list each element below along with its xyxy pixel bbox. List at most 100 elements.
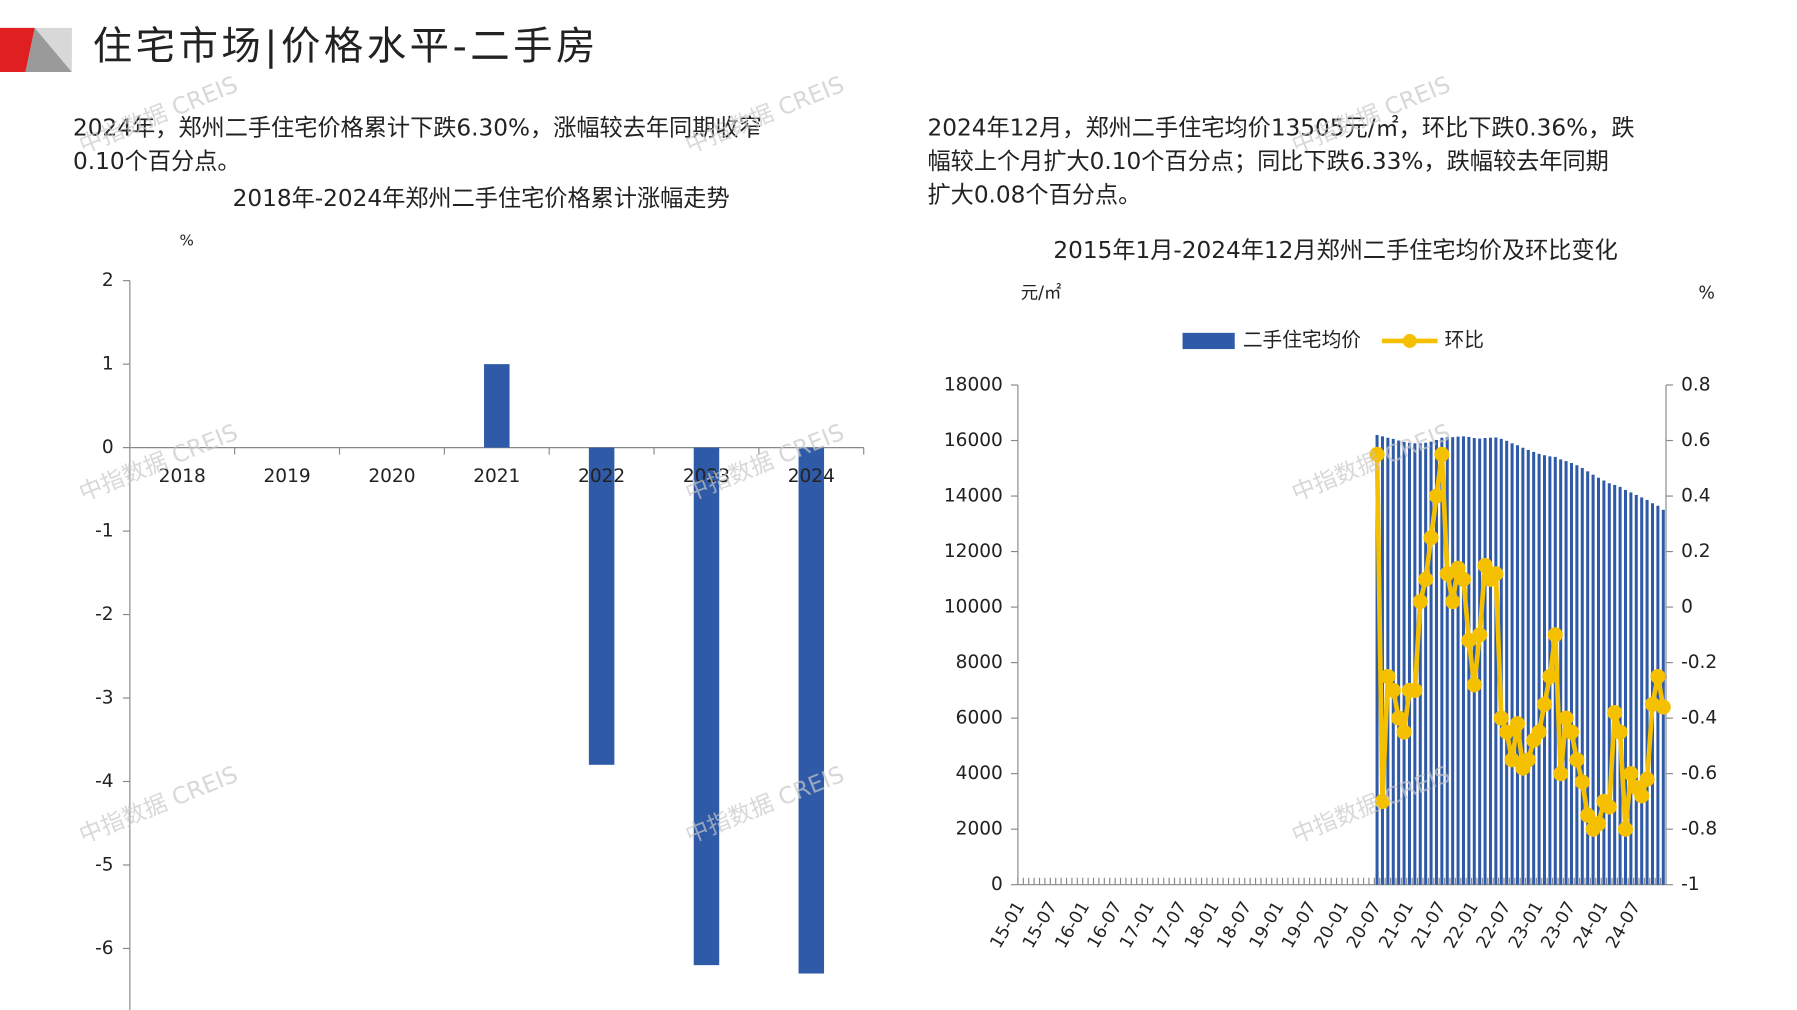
y-tick-label: -1 [95,521,113,542]
line-marker [1466,677,1482,693]
y2-tick-label: 0.6 [1681,430,1710,451]
line-marker [1418,571,1434,587]
bar [1569,463,1573,885]
bar [798,447,825,974]
line-marker [1563,724,1580,740]
watermark: 中指数据 CREIS [1288,761,1454,849]
header-deco [25,27,72,72]
line-marker [1428,488,1445,504]
bar [1397,440,1401,885]
bar [1483,438,1487,885]
y-tick-label: 6000 [956,708,1003,729]
y-tick-label: 1 [102,354,114,375]
y-tick-label: -6 [95,938,113,959]
line-marker [1569,752,1585,768]
bar [1634,494,1638,885]
line-marker [1547,627,1563,643]
bar [1640,497,1644,885]
x-tick-label: 2019 [264,466,311,487]
y2-tick-label: 0.2 [1681,541,1710,562]
y-tick-label: 16000 [944,430,1003,451]
bar [1559,459,1563,885]
bar [1451,437,1455,885]
line-marker [1590,816,1607,832]
bar [1575,465,1579,885]
y-tick-label: 4000 [956,763,1003,784]
line-marker [1477,557,1493,573]
bar [1505,440,1509,885]
x-tick-label: 2018 [159,466,206,487]
bar [1478,438,1482,885]
bar [1623,489,1627,885]
line-marker [1504,752,1520,768]
line-marker [1650,668,1666,685]
x-tick-label: 2022 [578,466,625,487]
bar [1596,477,1600,885]
bar [1586,471,1590,885]
line-marker [1423,530,1439,546]
summary-text: 2024年12月，郑州二手住宅均价13505元/㎡，环比下跌0.36%，跌 [927,114,1634,141]
bar [1386,437,1390,885]
y-tick-label: -5 [95,854,113,875]
line-marker [1531,724,1547,740]
axis-unit: % [1698,283,1715,303]
axis-unit: 元/㎡ [1021,283,1062,303]
watermark: 中指数据 CREIS [75,419,241,507]
line-marker [1574,774,1590,790]
bar [1521,447,1525,885]
summary-text: 0.10个百分点。 [73,148,240,175]
bar [1456,436,1460,885]
line-marker [1499,724,1515,740]
bar [588,447,615,765]
y-tick-label: 14000 [944,486,1003,507]
y2-tick-label: -1 [1681,874,1699,895]
summary-text: 幅较上个月扩大0.10个百分点；同比下跌6.33%，跌幅较去年同期 [927,148,1608,175]
x-tick-label: 2024 [788,466,835,487]
line-marker [1385,682,1401,698]
y2-tick-label: -0.6 [1681,763,1717,784]
bar [1564,461,1568,885]
y-tick-label: -2 [95,604,113,625]
bar [1375,434,1379,885]
y-tick-label: -3 [95,688,113,709]
bar [1467,436,1471,885]
legend-label: 环比 [1445,328,1484,351]
line-marker [1634,788,1650,804]
summary-text: 扩大0.08个百分点。 [927,182,1141,209]
legend-swatch [1182,332,1235,350]
bar [1607,483,1611,885]
bar [1461,436,1465,885]
axis-unit: % [179,232,193,250]
header-deco [0,27,35,72]
bar [1526,449,1530,885]
y-tick-label: 10000 [944,597,1003,618]
line-marker [1396,724,1412,740]
y-tick-label: 0 [991,874,1003,895]
bar [1656,505,1660,885]
bar [1510,443,1514,885]
line-marker [1558,710,1574,726]
line-marker [1607,705,1623,721]
line-marker [1380,668,1396,685]
bar [1542,455,1546,885]
y-tick-label: 12000 [944,541,1003,562]
line-marker [1407,682,1423,698]
x-tick-label: 2021 [473,466,520,487]
bar [1591,474,1595,885]
line-marker [1455,571,1472,587]
bar [1515,445,1519,885]
bar [1494,437,1498,885]
bar [1391,438,1395,885]
bar [1418,443,1422,885]
y-tick-label: 8000 [956,652,1003,673]
bar [1440,437,1444,885]
page-title: 住宅市场|价格水平-二手房 [93,23,599,69]
line-marker [1601,799,1617,815]
bar [1434,439,1438,885]
chart-title: 2018年-2024年郑州二手住宅价格累计涨幅走势 [233,185,730,212]
summary-text: 2024年，郑州二手住宅价格累计下跌6.30%，涨幅较去年同期收窄 [73,114,762,141]
y-tick-label: -4 [95,771,113,792]
y2-tick-label: 0 [1681,597,1693,618]
bar [1645,499,1649,885]
